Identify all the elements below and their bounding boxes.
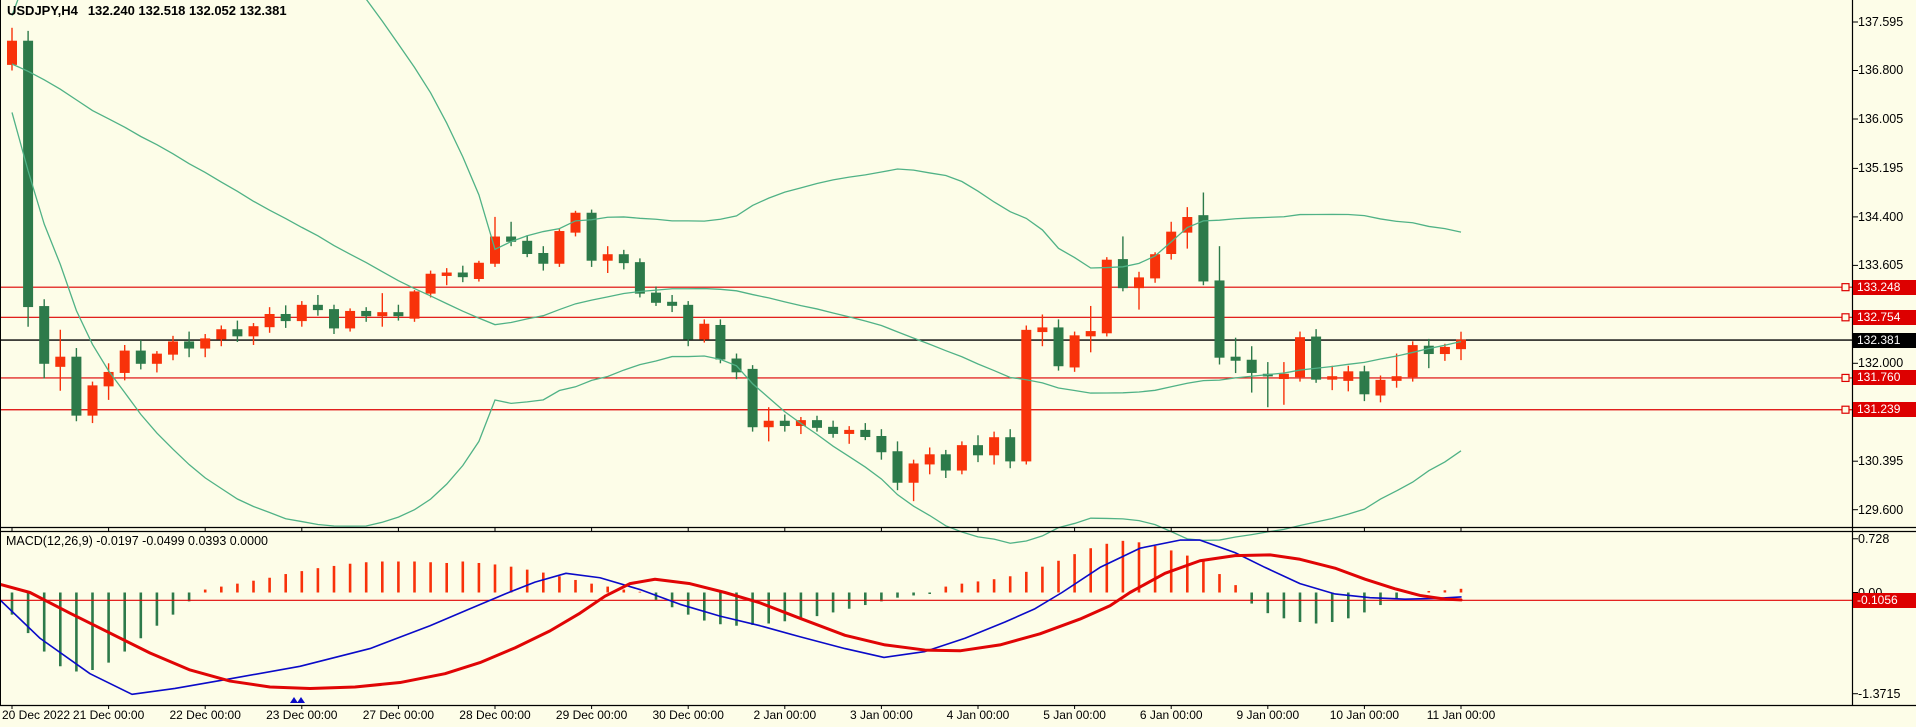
- date-label: 6 Jan 00:00: [1139, 708, 1203, 722]
- macd-indicator-label: MACD(12,26,9) -0.0197 -0.0499 0.0393 0.0…: [6, 534, 268, 548]
- price-level-badge: 131.239: [1853, 402, 1916, 418]
- date-label: 3 Jan 00:00: [850, 708, 913, 722]
- ohlc-values-label: 132.240 132.518 132.052 132.381: [87, 3, 287, 18]
- price-tick-label: 130.395: [1858, 454, 1904, 469]
- price-tick-label: 132.000: [1858, 356, 1904, 371]
- date-label: 10 Jan 00:00: [1329, 708, 1400, 722]
- date-label: 5 Jan 00:00: [1043, 708, 1106, 722]
- price-tick-label: 133.605: [1858, 258, 1904, 273]
- macd-tick-label: 0.728: [1858, 531, 1890, 546]
- date-label: 22 Dec 00:00: [169, 708, 241, 722]
- price-tick-label: 135.195: [1858, 161, 1904, 176]
- price-tick-label: 137.595: [1858, 15, 1904, 29]
- symbol-period-label: USDJPY,H4: [7, 3, 78, 18]
- date-label: 30 Dec 00:00: [652, 708, 724, 722]
- date-label: 29 Dec 00:00: [555, 708, 628, 722]
- price-level-badge: 131.760: [1853, 370, 1916, 386]
- price-tick-label: 134.400: [1858, 209, 1904, 224]
- date-label: 23 Dec 00:00: [266, 708, 338, 722]
- price-level-badge: 132.754: [1853, 309, 1916, 325]
- date-label: 20 Dec 2022: [2, 708, 71, 722]
- price-tick-label: 129.600: [1858, 502, 1904, 517]
- macd-tick-label: -1.3715: [1858, 686, 1901, 701]
- price-level-badge: 133.248: [1853, 279, 1916, 295]
- current-price-badge: 132.381: [1853, 332, 1916, 348]
- price-tick-label: 136.800: [1858, 63, 1904, 78]
- price-tick-label: 136.005: [1858, 111, 1904, 126]
- macd-current-badge: -0.1056: [1853, 592, 1916, 608]
- date-label: 11 Jan 00:00: [1426, 708, 1496, 722]
- date-label: 4 Jan 00:00: [946, 708, 1010, 722]
- date-label: 9 Jan 00:00: [1236, 708, 1300, 722]
- scroll-marker-icon: [290, 697, 305, 703]
- date-label: 27 Dec 00:00: [362, 708, 435, 722]
- date-label: 21 Dec 00:00: [72, 708, 145, 722]
- date-label: 2 Jan 00:00: [753, 708, 817, 722]
- date-label: 28 Dec 00:00: [459, 708, 531, 722]
- chart-title: USDJPY,H4 132.240 132.518 132.052 132.381: [7, 3, 287, 18]
